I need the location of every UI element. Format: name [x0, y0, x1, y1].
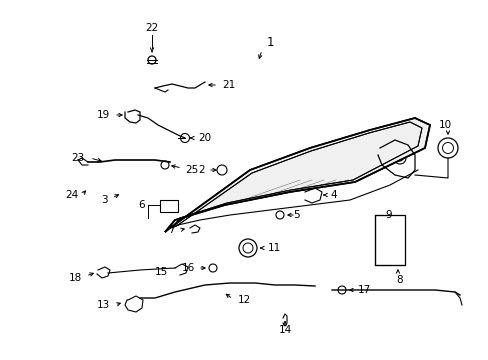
Text: 23: 23: [72, 153, 85, 163]
Text: 20: 20: [198, 133, 211, 143]
Text: 19: 19: [97, 110, 110, 120]
Text: 13: 13: [97, 300, 110, 310]
Text: 6: 6: [138, 200, 145, 210]
Text: 1: 1: [265, 36, 273, 49]
Text: 2: 2: [198, 165, 204, 175]
Text: 21: 21: [222, 80, 235, 90]
Text: 9: 9: [384, 210, 391, 220]
Polygon shape: [164, 118, 429, 232]
Text: 25: 25: [184, 165, 198, 175]
Text: 18: 18: [69, 273, 82, 283]
Text: 11: 11: [267, 243, 281, 253]
Bar: [374, 215, 404, 265]
Text: 8: 8: [396, 275, 403, 285]
Text: 10: 10: [438, 120, 450, 130]
Text: 12: 12: [238, 295, 251, 305]
Text: 17: 17: [357, 285, 370, 295]
Text: 3: 3: [101, 195, 108, 205]
Text: 14: 14: [278, 325, 291, 335]
Text: 15: 15: [154, 267, 168, 277]
Text: 16: 16: [182, 263, 195, 273]
Text: 4: 4: [329, 190, 336, 200]
Text: 24: 24: [65, 190, 79, 200]
Text: 5: 5: [293, 210, 299, 220]
Text: 7: 7: [168, 225, 175, 235]
Text: 22: 22: [145, 23, 158, 33]
